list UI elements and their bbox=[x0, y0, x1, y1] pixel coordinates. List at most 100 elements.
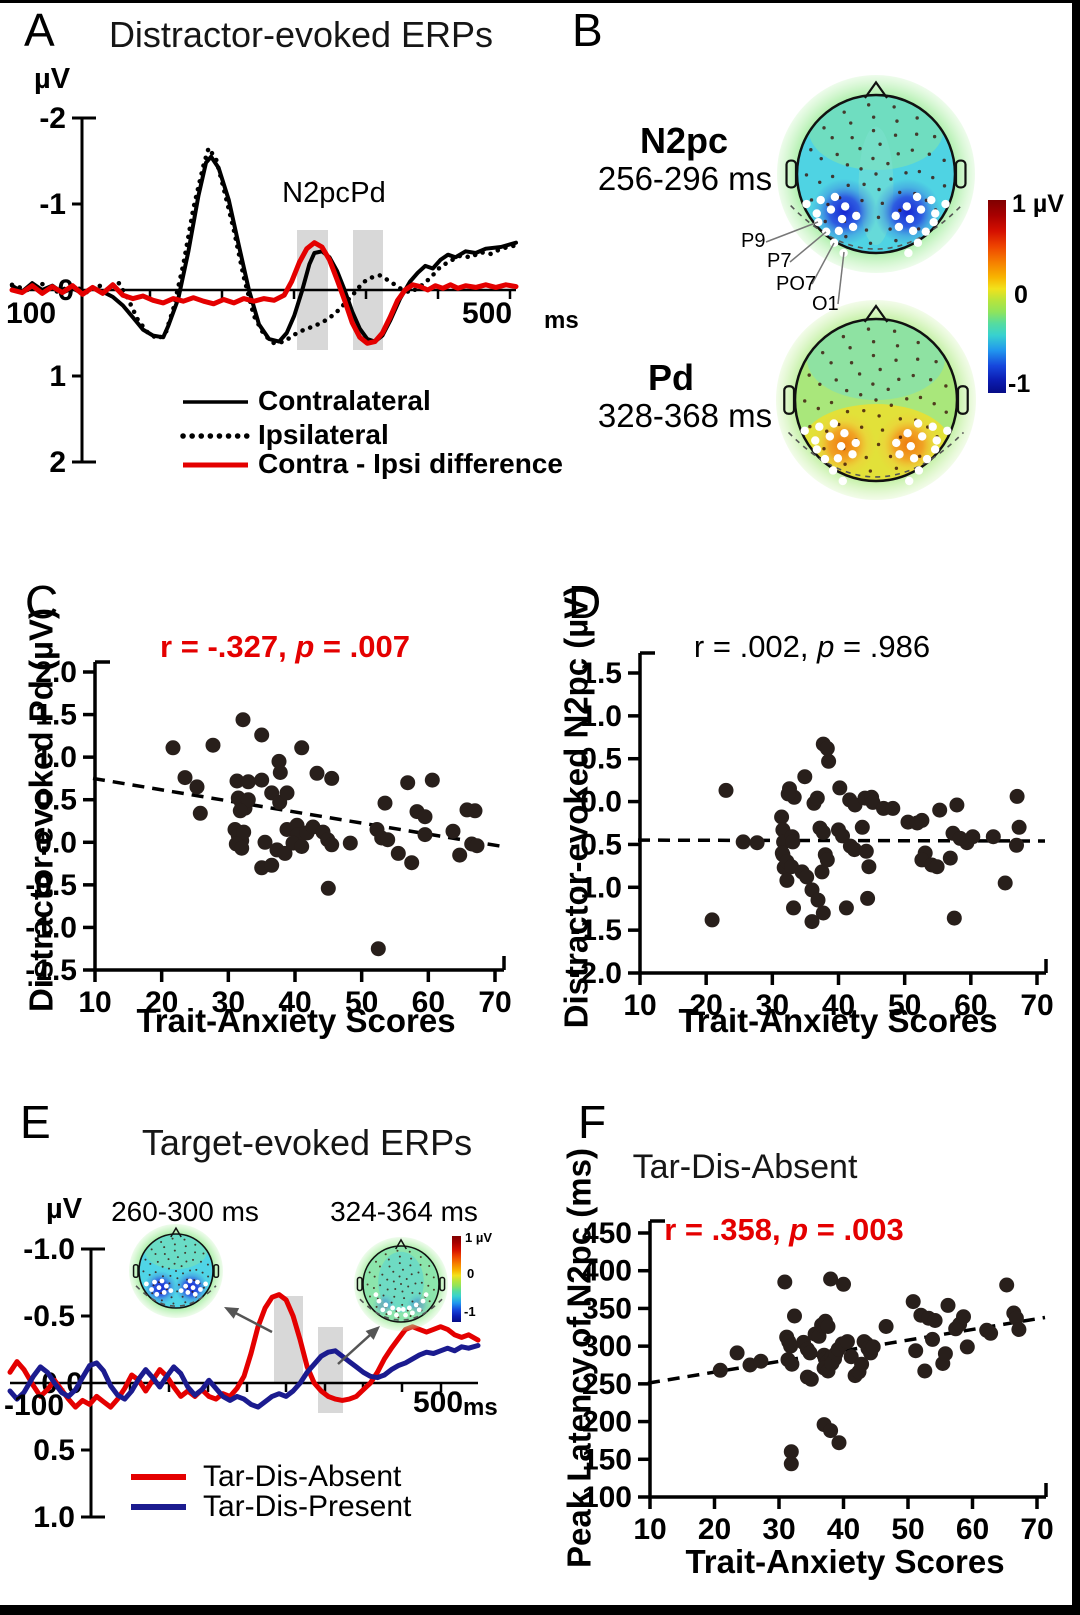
scatter-point bbox=[937, 1346, 953, 1362]
panel-f-xlabel: Trait-Anxiety Scores bbox=[685, 1543, 1005, 1580]
scatter-point bbox=[797, 769, 813, 785]
panel-c-plot: 10 20 30 40 50 60 70 2.0 1.5 1.0 0.5 0.0 -0.5 -1.0 -1.… bbox=[25, 656, 511, 1019]
trend-line bbox=[92, 776, 504, 849]
tick-label: -2 bbox=[39, 102, 66, 135]
topomap-n2pc bbox=[777, 75, 975, 273]
electrode-dot bbox=[917, 169, 922, 174]
electrode-dot bbox=[418, 1292, 421, 1295]
electrode-dot bbox=[898, 417, 903, 421]
electrode-dot bbox=[400, 1283, 402, 1285]
highlighted-electrode-dot bbox=[840, 429, 849, 438]
electrode-dot bbox=[862, 408, 866, 413]
scatter-point bbox=[821, 753, 837, 769]
scatter-point bbox=[927, 1313, 943, 1328]
erp-curve-ipsilateral bbox=[9, 145, 519, 346]
electrode-dot bbox=[862, 182, 866, 187]
panel-e-letter: E bbox=[20, 1096, 51, 1148]
electrode-dot bbox=[868, 469, 873, 473]
scatter-point bbox=[810, 892, 826, 908]
electrode-dot bbox=[809, 198, 814, 202]
panel-f-plot: 10 20 30 40 50 60 70 450 400 350 300 250 200 150 100 bbox=[582, 1217, 1054, 1546]
stats-p-symbol: p bbox=[295, 629, 315, 664]
electrode-dot bbox=[842, 110, 846, 114]
tick-label: 40 bbox=[827, 1513, 860, 1546]
scatter-point bbox=[704, 912, 720, 928]
electrode-dot bbox=[874, 398, 878, 402]
electrode-dot bbox=[927, 152, 932, 156]
electrode-dot bbox=[388, 1265, 391, 1268]
tick-label: 70 bbox=[478, 986, 511, 1019]
scatter-point bbox=[294, 740, 310, 756]
electrode-dot bbox=[381, 1273, 384, 1276]
electrode-dot bbox=[877, 414, 881, 418]
scatter-point bbox=[949, 797, 965, 813]
electrode-dot bbox=[898, 208, 902, 213]
electrode-dot bbox=[931, 175, 935, 180]
electrode-dot bbox=[194, 1243, 197, 1246]
electrode-dot bbox=[888, 227, 892, 231]
electrode-dot bbox=[826, 202, 830, 207]
electrode-dot bbox=[195, 1268, 198, 1271]
electrode-dot bbox=[398, 1275, 401, 1278]
panel-b-letter: B bbox=[572, 4, 603, 56]
electrode-dot bbox=[419, 1263, 422, 1266]
scatter-point bbox=[1009, 788, 1025, 804]
scatter-point bbox=[783, 1456, 799, 1472]
electrode-dot bbox=[410, 1273, 413, 1276]
stats-p-value: = .986 bbox=[834, 629, 931, 664]
nose-outline bbox=[864, 80, 888, 99]
electrode-dot bbox=[379, 1284, 382, 1287]
highlighted-electrode-dot bbox=[825, 432, 835, 441]
electrode-dot bbox=[393, 1295, 396, 1298]
panel-c-letter: C bbox=[25, 576, 59, 628]
electrode-dot bbox=[201, 1271, 204, 1274]
mini-colorbar-max: 1 µV bbox=[465, 1230, 493, 1245]
stats-p-symbol: p bbox=[789, 1212, 809, 1247]
highlighted-electrode-dot bbox=[916, 205, 926, 214]
electrode-dot bbox=[886, 161, 890, 166]
scatter-point bbox=[946, 910, 962, 926]
electrode-dot bbox=[858, 146, 862, 151]
scatter-point bbox=[424, 772, 440, 788]
electrode-dot bbox=[177, 1283, 180, 1286]
scatter-point bbox=[1011, 1322, 1027, 1337]
tick-label: 10 bbox=[623, 989, 656, 1022]
electrode-dot bbox=[193, 1279, 196, 1282]
highlighted-electrode-dot bbox=[848, 450, 857, 459]
electrode-dot bbox=[898, 190, 902, 195]
topomap-pd bbox=[776, 300, 976, 500]
highlighted-electrode-dot bbox=[203, 1281, 209, 1287]
panel-f-ylabel: Peak Latency of N2pc (ms) bbox=[560, 1148, 598, 1568]
highlighted-electrode-dot bbox=[163, 1283, 169, 1289]
electrode-dot bbox=[849, 361, 854, 365]
scatter-point bbox=[917, 1363, 933, 1379]
tick-label: 0.5 bbox=[33, 1434, 75, 1467]
figure-border-bottom bbox=[0, 1605, 1080, 1615]
highlighted-electrode-dot bbox=[814, 217, 823, 227]
highlighted-electrode-dot bbox=[802, 199, 811, 209]
scatter-point bbox=[819, 852, 835, 868]
electrode-dot bbox=[878, 367, 882, 372]
electrode-callout-line bbox=[765, 221, 819, 243]
scatter-point bbox=[165, 740, 181, 756]
electrode-dot bbox=[928, 378, 933, 382]
highlighted-electrode-dot bbox=[812, 209, 821, 218]
scatter-point bbox=[777, 1274, 793, 1290]
electrode-dot bbox=[409, 1315, 412, 1318]
electrode-dot bbox=[915, 357, 920, 361]
electrode-dot bbox=[184, 1251, 187, 1254]
scatter-point bbox=[452, 847, 468, 863]
electrode-dot bbox=[378, 1265, 381, 1268]
scatter-point bbox=[959, 1339, 975, 1355]
panel-d-stats: r = .002, p = .986 bbox=[694, 629, 931, 664]
electrode-dot bbox=[894, 238, 898, 243]
electrode-dot bbox=[808, 424, 812, 429]
electrode-dot bbox=[161, 1275, 164, 1278]
scatter-point bbox=[985, 829, 1001, 845]
electrode-dot bbox=[876, 442, 881, 447]
electrode-dot bbox=[167, 1258, 170, 1261]
electrode-dot bbox=[874, 172, 878, 176]
highlighted-electrode-dot bbox=[904, 248, 913, 258]
panel-a-letter: A bbox=[24, 4, 55, 56]
electrode-dot bbox=[386, 1278, 389, 1281]
